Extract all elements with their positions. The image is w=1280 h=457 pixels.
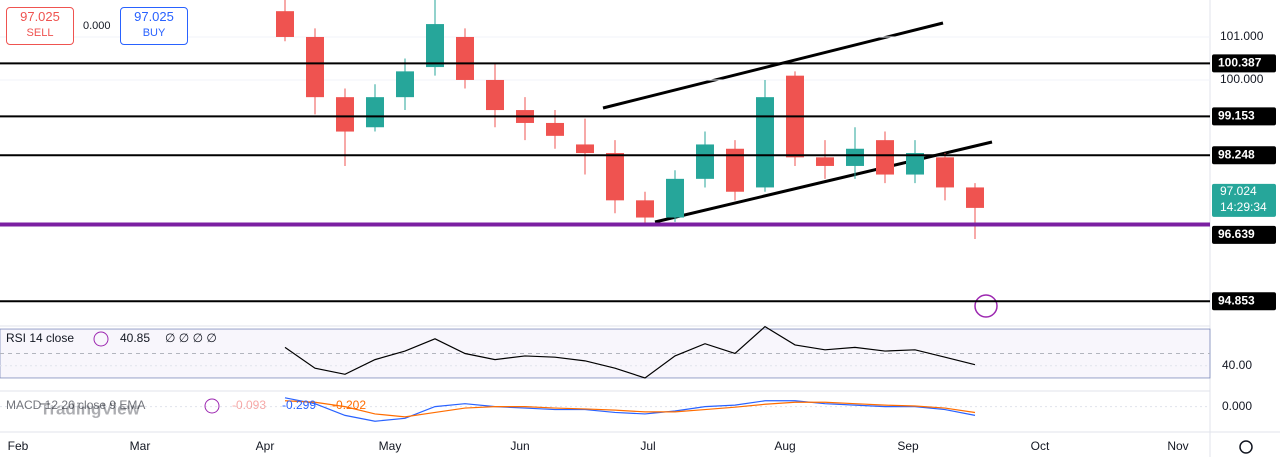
x-tick-label: Mar xyxy=(130,439,151,453)
candle-body xyxy=(456,36,474,80)
x-tick-label: Apr xyxy=(256,439,275,453)
indicator-line xyxy=(284,400,976,418)
indicator-line xyxy=(284,397,976,422)
indicator-value: -0.202 xyxy=(332,398,366,412)
candle-body xyxy=(576,144,594,154)
x-tick-label: Oct xyxy=(1031,439,1050,453)
buy-label: BUY xyxy=(142,27,166,39)
candle-body xyxy=(366,97,384,128)
candle-body xyxy=(936,157,954,188)
settings-toggle[interactable] xyxy=(204,398,220,414)
candle-body xyxy=(906,153,924,175)
settings-toggle[interactable] xyxy=(93,331,109,347)
candle-body xyxy=(396,71,414,98)
candle-body xyxy=(636,200,654,218)
last-price-tag xyxy=(1212,183,1276,217)
buy-price: 97.025 xyxy=(134,9,174,24)
sell-button[interactable]: 97.025 SELL xyxy=(6,7,74,45)
indicator-flags: ∅ ∅ ∅ ∅ xyxy=(165,331,217,345)
indicator-value: -0.093 xyxy=(232,398,266,412)
price-tag-label: 99.153 xyxy=(1218,109,1255,123)
y-tick-label: 0.000 xyxy=(1222,399,1252,413)
trend-line xyxy=(602,21,944,110)
price-tag xyxy=(1212,225,1276,244)
x-tick-label: Feb xyxy=(8,439,29,453)
indicator-value: -0.299 xyxy=(282,398,316,412)
candle-body xyxy=(816,157,834,166)
y-tick-label: 40.00 xyxy=(1222,358,1252,372)
settings-icon[interactable] xyxy=(1239,440,1253,454)
buy-button[interactable]: 97.025 BUY xyxy=(120,7,188,45)
candle-body xyxy=(426,24,444,68)
x-tick-label: Jun xyxy=(510,439,529,453)
candle-body xyxy=(336,97,354,132)
candle-body xyxy=(876,140,894,175)
indicator-value: 40.85 xyxy=(120,331,150,345)
x-tick-label: Nov xyxy=(1167,439,1188,453)
x-tick-label: Jul xyxy=(640,439,655,453)
candle-body xyxy=(546,122,564,136)
price-tag-label: 98.248 xyxy=(1218,147,1255,161)
y-tick-label: 101.000 xyxy=(1220,29,1264,43)
indicator-line xyxy=(284,325,976,379)
x-tick-label: Aug xyxy=(774,439,795,453)
candle-body xyxy=(846,148,864,166)
sell-label: SELL xyxy=(26,27,54,39)
x-tick-label: Sep xyxy=(897,439,919,453)
candle-body xyxy=(306,36,324,98)
indicator-title: MACD 12 26 close 9 EMA xyxy=(6,398,145,412)
countdown: 14:29:34 xyxy=(1220,200,1267,214)
price-tag-label: 96.639 xyxy=(1218,227,1255,241)
candle-body xyxy=(276,11,294,37)
x-tick-label: May xyxy=(379,439,402,453)
candle-body xyxy=(666,178,684,218)
price-tag xyxy=(1212,146,1276,165)
price-tag xyxy=(1212,54,1276,73)
sell-price: 97.025 xyxy=(20,9,60,24)
y-tick-label: 100.000 xyxy=(1220,72,1264,86)
candle-body xyxy=(726,148,744,192)
price-tag xyxy=(1212,292,1276,311)
spread: 0.000 xyxy=(83,20,111,32)
alert-icon[interactable] xyxy=(974,294,998,318)
candle-body xyxy=(966,187,984,208)
price-tag xyxy=(1212,107,1276,126)
candle-body xyxy=(696,144,714,179)
candle-body xyxy=(486,79,504,111)
watermark: TradingView xyxy=(40,399,141,418)
price-tag-label: 94.853 xyxy=(1218,293,1255,307)
price-tag-label: 100.387 xyxy=(1218,55,1262,69)
indicator-title: RSI 14 close xyxy=(6,331,74,345)
last-price-label: 97.024 xyxy=(1220,184,1257,198)
candle-body xyxy=(756,97,774,188)
candle-body xyxy=(606,153,624,201)
